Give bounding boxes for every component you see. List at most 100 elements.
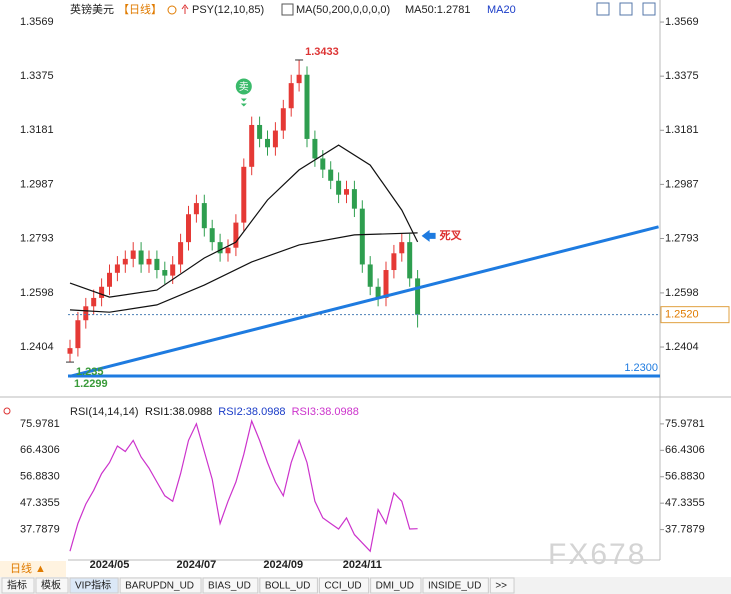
y-tick-label: 1.2987 bbox=[20, 178, 54, 190]
y-tick-label: 1.2404 bbox=[20, 341, 54, 353]
y-tick-label: 56.8830 bbox=[20, 471, 60, 483]
symbol: 英镑美元 bbox=[70, 2, 114, 16]
y-tick-label: 75.9781 bbox=[665, 418, 705, 430]
y-tick-label: 1.3181 bbox=[665, 124, 699, 136]
candle-body bbox=[304, 74, 310, 139]
tab-label[interactable]: BOLL_UD bbox=[265, 581, 311, 592]
candle-body bbox=[233, 222, 239, 248]
tab[interactable]: CCI_UD bbox=[318, 577, 370, 594]
y-tick-label: 66.4306 bbox=[665, 444, 705, 456]
tab-label[interactable]: BARUPDN_UD bbox=[125, 581, 194, 592]
legend-entry: RSI1:38.0988 bbox=[145, 406, 212, 418]
period-button[interactable]: 日线 ▲ bbox=[10, 561, 46, 575]
y-tick-label: 66.4306 bbox=[20, 444, 60, 456]
candle-body bbox=[367, 264, 373, 287]
tab-bg bbox=[35, 577, 69, 594]
candle-body bbox=[217, 242, 223, 254]
candle-body bbox=[107, 272, 112, 287]
rsi-line bbox=[69, 419, 418, 553]
candle-body bbox=[320, 158, 326, 170]
candle-body bbox=[114, 264, 120, 273]
x-tick-label: 2024/07 bbox=[177, 559, 217, 571]
settings-icon[interactable] bbox=[167, 5, 177, 15]
candle-body bbox=[170, 264, 176, 276]
candle-body bbox=[375, 286, 381, 298]
y-tick-label: 56.8830 bbox=[665, 471, 705, 483]
x-tick-label: 2024/09 bbox=[263, 559, 303, 571]
tab-bg bbox=[370, 577, 422, 594]
sell-arrow bbox=[240, 98, 247, 102]
sell-arrow bbox=[240, 103, 247, 107]
candle-body bbox=[146, 258, 152, 265]
tab-label[interactable]: CCI_UD bbox=[324, 581, 361, 592]
candle-body bbox=[265, 138, 270, 148]
tab[interactable]: INSIDE_UD bbox=[422, 577, 489, 594]
death-cross-label: 死叉 bbox=[440, 229, 463, 242]
last-price-box bbox=[660, 306, 730, 324]
period-button-bg[interactable] bbox=[0, 561, 66, 577]
y-tick-label: 1.2598 bbox=[20, 287, 54, 299]
tab[interactable]: >> bbox=[489, 577, 515, 594]
candle-body bbox=[407, 242, 413, 279]
candle-body bbox=[351, 189, 357, 209]
tab[interactable]: 模板 bbox=[35, 577, 69, 594]
candle-body bbox=[344, 189, 349, 195]
tab-label[interactable]: VIP指标 bbox=[75, 579, 111, 592]
candle-body bbox=[91, 297, 97, 307]
y-tick-label: 1.3375 bbox=[665, 70, 699, 82]
tab-bg bbox=[489, 577, 515, 594]
toolbar-button[interactable] bbox=[642, 2, 656, 16]
tab-bg bbox=[69, 577, 119, 594]
tab-bg bbox=[1, 577, 35, 594]
y-tick-label: 1.3569 bbox=[20, 16, 54, 28]
tab[interactable]: 指标 bbox=[1, 577, 35, 594]
ma-line bbox=[69, 144, 419, 298]
candle-body bbox=[288, 83, 294, 109]
tab-label[interactable]: INSIDE_UD bbox=[428, 581, 481, 592]
tab[interactable]: VIP指标 bbox=[69, 577, 119, 594]
tab-label[interactable]: DMI_UD bbox=[376, 581, 414, 592]
candle-body bbox=[201, 203, 207, 229]
candle-body bbox=[186, 214, 191, 243]
y-tick-label: 37.7879 bbox=[665, 524, 705, 536]
candle-body bbox=[83, 306, 89, 321]
candle-body bbox=[99, 286, 105, 298]
y-tick-label: 1.3375 bbox=[20, 70, 54, 82]
y-tick-label: 1.3569 bbox=[665, 16, 699, 28]
candle-body bbox=[75, 320, 81, 349]
tab-bg bbox=[202, 577, 259, 594]
candle-body bbox=[138, 250, 144, 265]
tab-label[interactable]: 模板 bbox=[41, 579, 61, 592]
period: 【日线】 bbox=[118, 2, 162, 16]
horizontal-line-label: 1.2300 bbox=[624, 362, 658, 374]
sell-label: 卖 bbox=[239, 81, 249, 93]
rsi-icon bbox=[3, 407, 11, 415]
candle-body bbox=[225, 247, 231, 254]
tab-label[interactable]: 指标 bbox=[7, 579, 27, 592]
low-label: 1.235 bbox=[76, 366, 104, 378]
candle-body bbox=[67, 348, 73, 354]
tab[interactable]: DMI_UD bbox=[370, 577, 422, 594]
tab-label[interactable]: BIAS_UD bbox=[208, 581, 251, 592]
toolbar-button[interactable] bbox=[619, 2, 633, 16]
sell-signal bbox=[235, 78, 252, 95]
y-tick-label: 1.2987 bbox=[665, 178, 699, 190]
high-label: 1.3433 bbox=[305, 46, 339, 58]
watermark: FX678 bbox=[548, 538, 646, 571]
candle-body bbox=[312, 138, 318, 159]
tab[interactable]: BOLL_UD bbox=[259, 577, 318, 594]
candle-body bbox=[296, 74, 302, 84]
tab-bg bbox=[119, 577, 202, 594]
candle-body bbox=[336, 180, 342, 195]
candle-body bbox=[272, 130, 278, 148]
y-tick-label: 1.2793 bbox=[20, 232, 54, 244]
toolbar-button[interactable] bbox=[596, 2, 610, 16]
ma-icon bbox=[281, 3, 294, 16]
tab[interactable]: BARUPDN_UD bbox=[119, 577, 202, 594]
tab[interactable]: BIAS_UD bbox=[202, 577, 259, 594]
candle-body bbox=[399, 242, 405, 254]
ma50-label: MA50:1.2781 bbox=[405, 4, 470, 16]
tab-label[interactable]: >> bbox=[495, 581, 507, 592]
candle-body bbox=[280, 108, 286, 131]
candle-body bbox=[209, 228, 215, 243]
